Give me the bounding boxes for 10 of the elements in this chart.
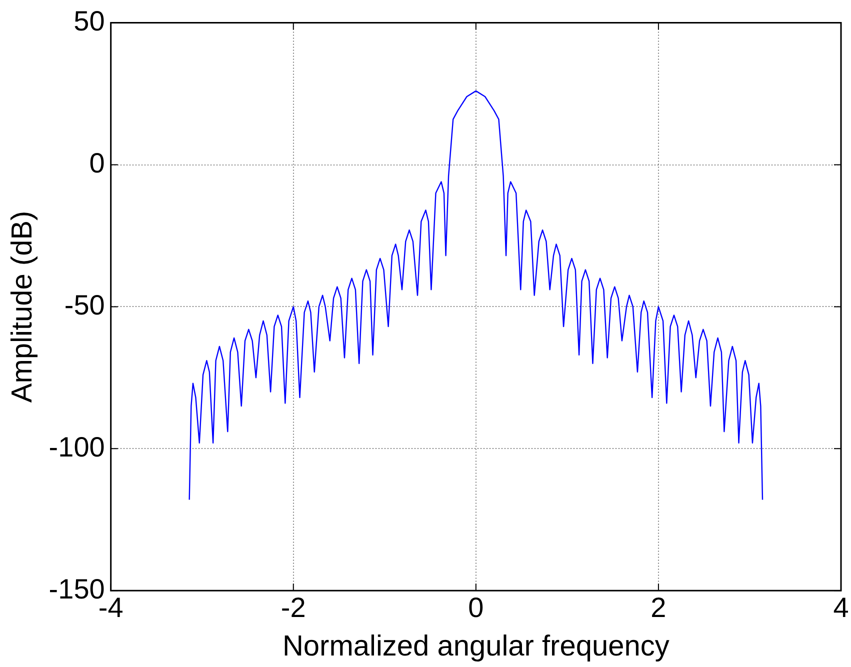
x-tick-label: 0 bbox=[468, 592, 484, 624]
x-tick-label: 2 bbox=[650, 592, 666, 624]
y-axis-title: Amplitude (dB) bbox=[6, 210, 38, 403]
x-axis-title: Normalized angular frequency bbox=[282, 630, 670, 663]
y-tick-label: 50 bbox=[74, 6, 105, 37]
x-tick-label: 4 bbox=[833, 592, 849, 624]
x-tick-label: -2 bbox=[280, 592, 306, 624]
y-tick-label: -50 bbox=[64, 289, 105, 320]
y-tick-label: -100 bbox=[48, 431, 105, 462]
y-tick-label: 0 bbox=[89, 147, 105, 178]
